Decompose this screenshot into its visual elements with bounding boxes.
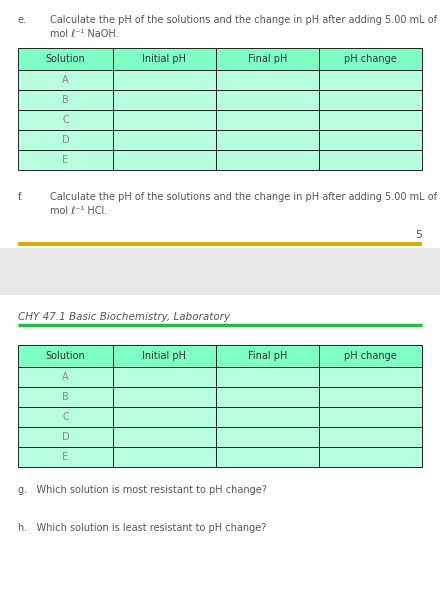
Bar: [18, 367, 113, 387]
Bar: [113, 407, 216, 427]
Text: mol ℓ⁻¹ HCl.: mol ℓ⁻¹ HCl.: [50, 206, 107, 216]
Bar: [319, 387, 422, 407]
Bar: [319, 48, 422, 70]
Bar: [216, 447, 319, 467]
Bar: [113, 150, 216, 170]
Bar: [216, 367, 319, 387]
Bar: [18, 48, 113, 70]
Bar: [18, 130, 113, 150]
Text: Solution: Solution: [46, 351, 85, 361]
Bar: [18, 110, 113, 130]
Text: Initial pH: Initial pH: [143, 351, 187, 361]
Bar: [319, 345, 422, 367]
Bar: [216, 110, 319, 130]
Text: B: B: [62, 392, 69, 402]
Text: B: B: [62, 95, 69, 105]
Bar: [216, 90, 319, 110]
Bar: [319, 407, 422, 427]
Bar: [18, 90, 113, 110]
Bar: [216, 130, 319, 150]
Bar: [113, 130, 216, 150]
Text: D: D: [62, 432, 69, 442]
Bar: [319, 150, 422, 170]
Bar: [113, 110, 216, 130]
Bar: [113, 48, 216, 70]
Bar: [18, 447, 113, 467]
Text: Final pH: Final pH: [248, 54, 287, 64]
Bar: [216, 48, 319, 70]
Text: mol ℓ⁻¹ NaOH.: mol ℓ⁻¹ NaOH.: [50, 29, 119, 39]
Bar: [319, 447, 422, 467]
Text: A: A: [62, 372, 69, 382]
Bar: [113, 345, 216, 367]
Bar: [216, 387, 319, 407]
Bar: [0, 248, 440, 295]
Bar: [113, 447, 216, 467]
Text: f.: f.: [18, 192, 24, 202]
Text: g.   Which solution is most resistant to pH change?: g. Which solution is most resistant to p…: [18, 485, 267, 495]
Bar: [113, 387, 216, 407]
Bar: [216, 150, 319, 170]
Text: A: A: [62, 75, 69, 85]
Bar: [113, 90, 216, 110]
Bar: [216, 427, 319, 447]
Bar: [216, 70, 319, 90]
Text: pH change: pH change: [344, 54, 397, 64]
Bar: [216, 407, 319, 427]
Bar: [18, 70, 113, 90]
Bar: [113, 427, 216, 447]
Bar: [319, 367, 422, 387]
Bar: [319, 130, 422, 150]
Bar: [18, 427, 113, 447]
Bar: [113, 367, 216, 387]
Text: E: E: [62, 452, 69, 462]
Bar: [319, 90, 422, 110]
Bar: [319, 70, 422, 90]
Bar: [18, 407, 113, 427]
Text: 5: 5: [415, 230, 422, 240]
Text: CHY 47.1 Basic Biochemistry, Laboratory: CHY 47.1 Basic Biochemistry, Laboratory: [18, 312, 230, 322]
Text: Solution: Solution: [46, 54, 85, 64]
Bar: [216, 345, 319, 367]
Text: E: E: [62, 155, 69, 165]
Text: Final pH: Final pH: [248, 351, 287, 361]
Text: Initial pH: Initial pH: [143, 54, 187, 64]
Text: e.: e.: [18, 15, 27, 25]
Text: D: D: [62, 135, 69, 145]
Text: Calculate the pH of the solutions and the change in pH after adding 5.00 mL of 0: Calculate the pH of the solutions and th…: [50, 192, 440, 202]
Bar: [18, 150, 113, 170]
Bar: [113, 70, 216, 90]
Text: h.   Which solution is least resistant to pH change?: h. Which solution is least resistant to …: [18, 523, 266, 533]
Bar: [18, 387, 113, 407]
Bar: [319, 427, 422, 447]
Text: pH change: pH change: [344, 351, 397, 361]
Text: Calculate the pH of the solutions and the change in pH after adding 5.00 mL of 0: Calculate the pH of the solutions and th…: [50, 15, 440, 25]
Text: C: C: [62, 412, 69, 422]
Bar: [18, 345, 113, 367]
Bar: [319, 110, 422, 130]
Text: C: C: [62, 115, 69, 125]
